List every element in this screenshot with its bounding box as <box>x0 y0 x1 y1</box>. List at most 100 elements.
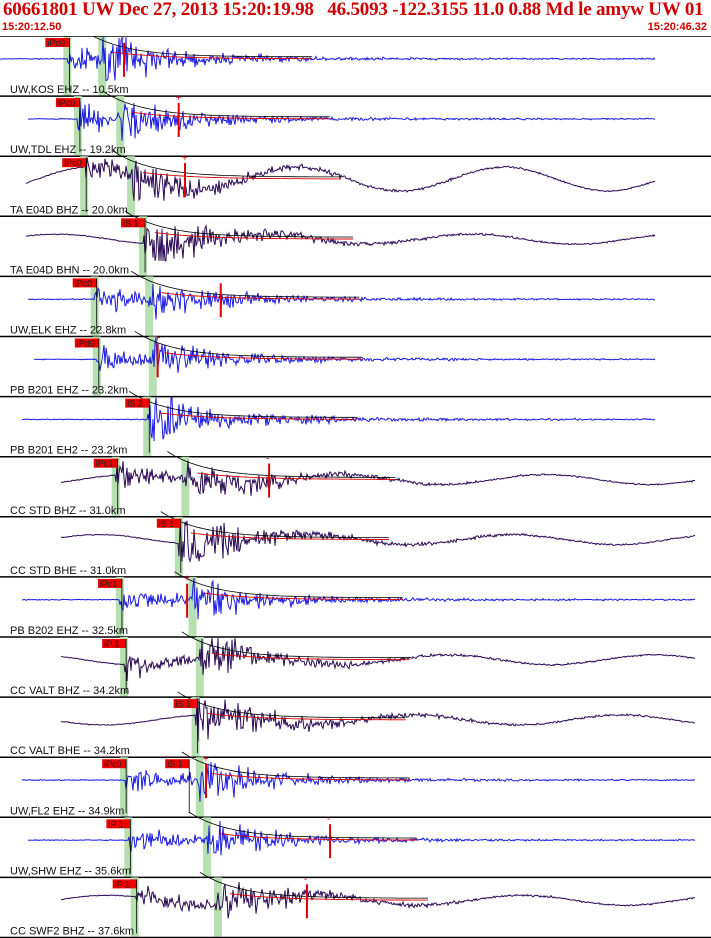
pick-label: iS 2 <box>127 399 143 409</box>
seismogram-panels: - iPc0 UW,KOS EHZ -- 10.5km + iPc0 UW,TDL EHZ… <box>0 36 711 938</box>
amplitude-marker-sign: + <box>203 754 209 765</box>
pick-box <box>55 98 80 108</box>
coda-fit-line <box>190 532 389 540</box>
waveform <box>61 520 696 564</box>
waveform <box>33 337 656 373</box>
p-window-band <box>92 336 101 397</box>
coda-fit-line <box>164 352 363 360</box>
coda-fit-line <box>132 111 331 120</box>
amplitude-marker-sign: + <box>176 93 182 104</box>
station-label: UW,TDL EHZ -- 19.2km <box>10 144 126 156</box>
station-label: PB B201 EHZ -- 23.2km <box>10 385 128 397</box>
trace-panel: iP 1 CC VALT BHZ -- 34.2km <box>0 631 711 698</box>
amplitude-marker-sign: - <box>266 454 269 465</box>
pick-box <box>125 398 150 408</box>
event-header: 60661801 UW Dec 27, 2013 15:20:19.98 46.… <box>0 0 711 36</box>
coda-curve <box>112 150 342 178</box>
trace-panel: + iPc0 UW,TDL EHZ -- 19.2km <box>0 90 711 157</box>
trace-panel: iS 1 TA E04D BHN -- 20.0km <box>0 210 711 278</box>
coda-curve <box>160 511 389 538</box>
trace-panel: - iP 1 UW,SHW EHZ -- 35.6km <box>0 811 711 879</box>
coda-fit-line <box>229 893 428 901</box>
p-window-band <box>191 697 200 758</box>
s-window-band <box>195 757 204 818</box>
trace-panel: + iPc0 TA E04D BHZ -- 20.0km <box>0 150 711 218</box>
p-window-band <box>139 216 148 277</box>
station-label: TA E04D BHZ -- 20.0km <box>10 204 128 216</box>
coda-curve <box>174 571 403 599</box>
end-time: 15:20:46.32 <box>647 21 707 33</box>
pick-box <box>97 578 122 588</box>
pick-label: iPc1 <box>96 459 114 469</box>
trace-panel: - iP 1 CC SWF2 BHZ -- 37.6km <box>0 871 711 938</box>
pick-label: iS 1 <box>176 699 192 709</box>
trace-panel: iPc0 UW,ELK EHZ -- 22.8km <box>0 270 711 338</box>
pick-label: iPd0 <box>77 339 95 349</box>
pick-box <box>156 518 181 528</box>
p-window-band <box>143 396 152 457</box>
station-label: CC STD BHE -- 31.0km <box>10 565 126 577</box>
amplitude-marker-sign: - <box>121 36 124 44</box>
amplitude-marker-sign: - <box>327 814 330 825</box>
pick-label: iPc0 <box>47 38 65 48</box>
coda-curve <box>181 751 410 779</box>
pick-box <box>62 158 87 168</box>
coda-curve <box>130 270 360 298</box>
p-window-band <box>63 36 72 97</box>
pick-label: iS 1 <box>123 218 139 228</box>
waveform <box>27 101 656 141</box>
station-label: CC STD BHZ -- 31.0km <box>10 505 126 517</box>
coda-curve <box>188 811 418 839</box>
p-window-band <box>120 757 129 818</box>
amplitude-marker-sign: + <box>182 153 188 164</box>
coda-fit-line <box>155 232 354 240</box>
p-window-band <box>174 516 183 577</box>
pick-label: iP 1 <box>108 819 123 829</box>
station-label: UW,SHW EHZ -- 35.6km <box>10 865 131 877</box>
trace-panel: iS 2 PB B201 EH2 -- 23.2km <box>0 391 711 458</box>
pick-label: iPc0 <box>58 98 76 108</box>
p-window-band <box>111 456 120 517</box>
p-window-band <box>115 576 124 637</box>
pick-label: iPc1 <box>100 579 118 589</box>
pick-box <box>102 639 127 648</box>
waveform <box>0 37 656 82</box>
pick-box <box>45 38 70 47</box>
s-window-band <box>213 877 222 938</box>
coda-fit-line <box>143 172 342 180</box>
waveform <box>60 881 696 919</box>
station-label: TA E04D BHN -- 20.0km <box>10 264 129 276</box>
pick-label: iP 1 <box>104 639 119 649</box>
amplitude-marker-sign: + <box>184 574 190 585</box>
pick-label: iPc0 <box>104 759 122 769</box>
coda-curve <box>167 451 396 478</box>
pick-box <box>93 458 118 468</box>
s-window-band <box>127 156 136 217</box>
pick-label: iS 1 <box>167 759 183 769</box>
s-window-band <box>195 637 204 698</box>
pick-box <box>102 759 127 769</box>
s-window-band <box>148 336 157 397</box>
trace-panel: + iPc0 iS 1 UW,FL2 EHZ -- 34.9km <box>0 751 711 819</box>
p-window-band <box>124 817 133 878</box>
pick-box <box>112 879 137 889</box>
coda-fit-line <box>161 292 360 300</box>
trace-panel: iS 1 CC STD BHE -- 31.0km <box>0 511 711 578</box>
pick-label: iS 1 <box>159 519 175 529</box>
event-title: 60661801 UW Dec 27, 2013 15:20:19.98 46.… <box>3 0 711 20</box>
trace-panel: - iPc1 CC STD BHZ -- 31.0km <box>0 451 711 518</box>
start-time: 15:20:12.50 <box>2 21 62 33</box>
coda-fit-line <box>159 412 358 420</box>
s-window-band <box>203 817 212 878</box>
trace-panel: - iPc0 UW,KOS EHZ -- 10.5km <box>0 36 711 97</box>
s-window-band <box>98 36 107 97</box>
coda-fit-line <box>204 592 403 601</box>
station-label: UW,FL2 EHZ -- 34.9km <box>10 805 124 817</box>
trace-panel: + iPd0 PB B201 EHZ -- 23.2km <box>0 330 711 398</box>
coda-curve <box>102 90 331 118</box>
trace-panel: + iPc1 PB B202 EHZ -- 32.5km <box>0 571 711 638</box>
trace-panel: iS 1 CC VALT BHE -- 34.2km <box>0 691 711 758</box>
coda-curve <box>124 210 354 238</box>
waveform <box>61 460 696 496</box>
coda-fit-line <box>211 773 410 781</box>
